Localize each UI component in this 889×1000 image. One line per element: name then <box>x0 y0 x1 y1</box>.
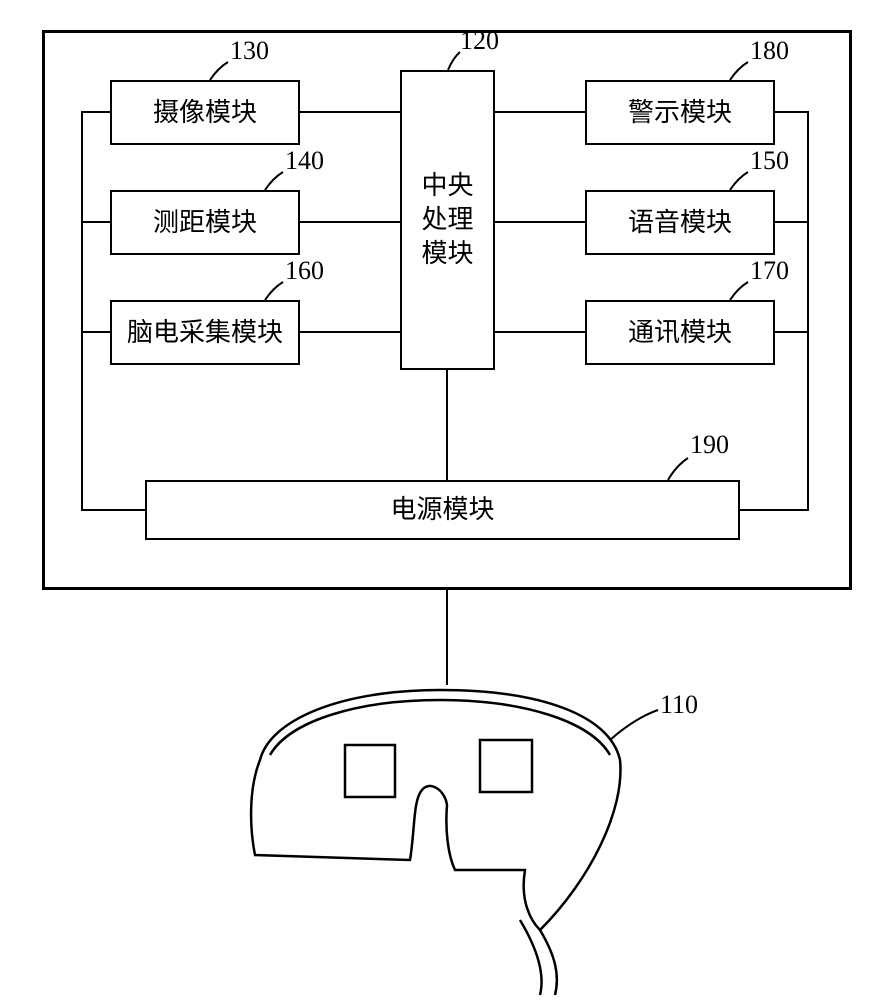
module-comm: 通讯模块 <box>585 300 775 365</box>
module-comm-label: 通讯模块 <box>628 317 732 348</box>
num-170: 170 <box>750 256 789 286</box>
num-150: 150 <box>750 146 789 176</box>
num-110: 110 <box>660 690 698 720</box>
module-power: 电源模块 <box>145 480 740 540</box>
diagram-canvas: 摄像模块 测距模块 脑电采集模块 中央处理模块 警示模块 语音模块 通讯模块 电… <box>0 0 889 1000</box>
num-190: 190 <box>690 430 729 460</box>
headset-icon <box>251 690 620 995</box>
module-eeg-label: 脑电采集模块 <box>127 317 283 348</box>
module-ranging: 测距模块 <box>110 190 300 255</box>
module-eeg: 脑电采集模块 <box>110 300 300 365</box>
num-120: 120 <box>460 26 499 56</box>
module-voice: 语音模块 <box>585 190 775 255</box>
module-camera-label: 摄像模块 <box>153 97 257 128</box>
num-180: 180 <box>750 36 789 66</box>
module-ranging-label: 测距模块 <box>153 207 257 238</box>
module-power-label: 电源模块 <box>390 494 494 525</box>
num-160: 160 <box>285 256 324 286</box>
module-alert-label: 警示模块 <box>628 97 732 128</box>
module-cpu: 中央处理模块 <box>400 70 495 370</box>
module-cpu-label: 中央处理模块 <box>422 169 474 270</box>
num-130: 130 <box>230 36 269 66</box>
num-140: 140 <box>285 146 324 176</box>
module-camera: 摄像模块 <box>110 80 300 145</box>
module-alert: 警示模块 <box>585 80 775 145</box>
module-voice-label: 语音模块 <box>628 207 732 238</box>
